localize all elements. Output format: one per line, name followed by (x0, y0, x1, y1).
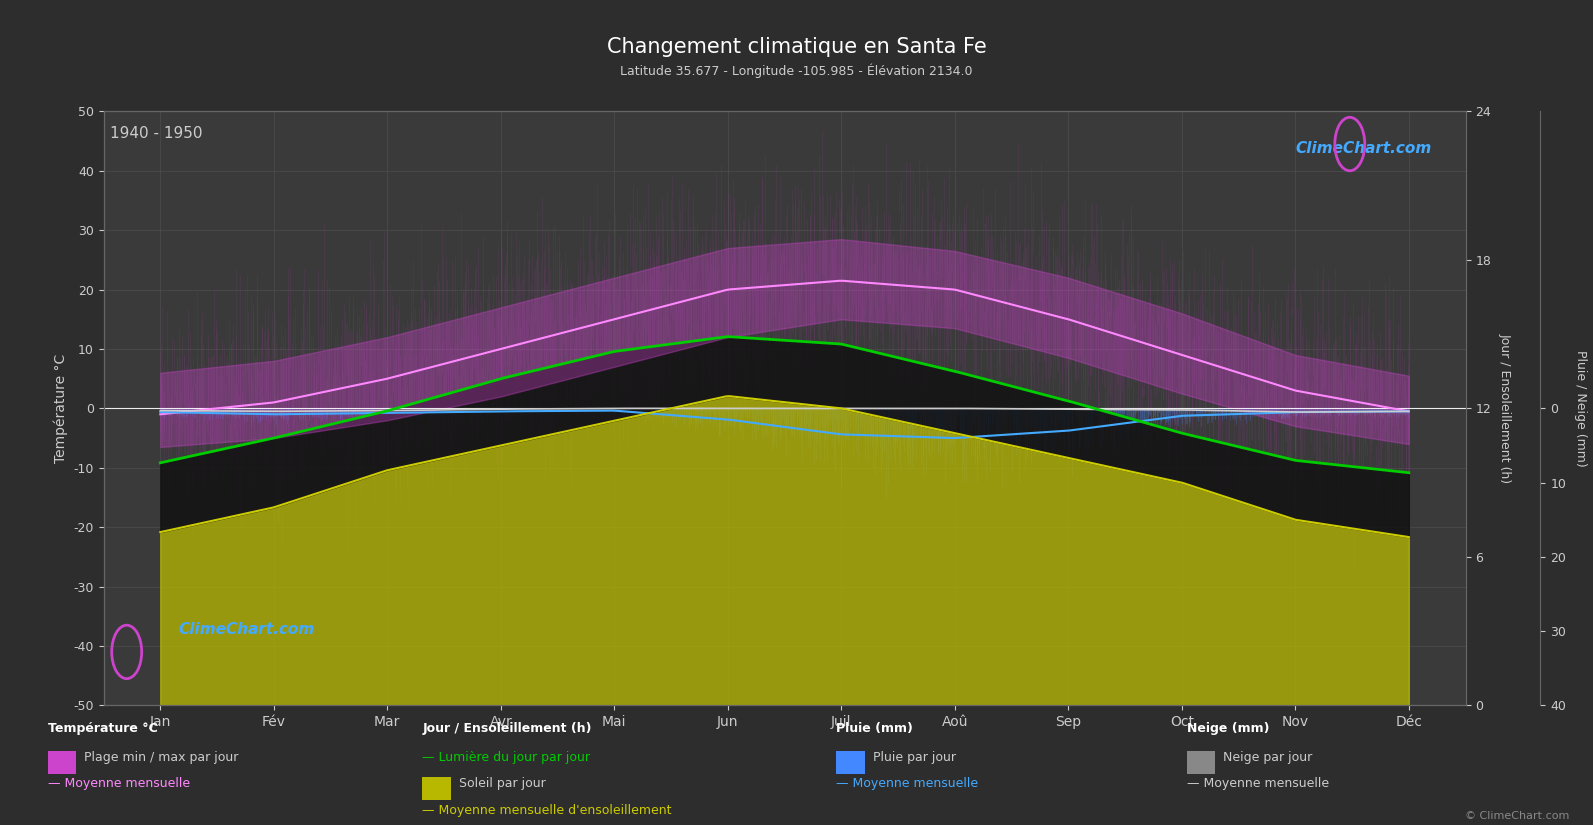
Text: Pluie par jour: Pluie par jour (873, 751, 956, 764)
Text: Plage min / max par jour: Plage min / max par jour (84, 751, 239, 764)
Text: Soleil par jour: Soleil par jour (459, 777, 545, 790)
Text: 1940 - 1950: 1940 - 1950 (110, 126, 202, 141)
Text: ClimeChart.com: ClimeChart.com (1295, 141, 1432, 156)
Text: © ClimeChart.com: © ClimeChart.com (1464, 811, 1569, 821)
Text: — Moyenne mensuelle: — Moyenne mensuelle (836, 777, 978, 790)
Text: ClimeChart.com: ClimeChart.com (178, 622, 315, 637)
Text: Neige par jour: Neige par jour (1223, 751, 1313, 764)
Text: — Moyenne mensuelle d'ensoleillement: — Moyenne mensuelle d'ensoleillement (422, 804, 672, 817)
Y-axis label: Pluie / Neige (mm): Pluie / Neige (mm) (1574, 350, 1587, 467)
Text: — Lumière du jour par jour: — Lumière du jour par jour (422, 751, 589, 764)
Text: Changement climatique en Santa Fe: Changement climatique en Santa Fe (607, 37, 986, 57)
Text: Neige (mm): Neige (mm) (1187, 722, 1270, 735)
Text: — Moyenne mensuelle: — Moyenne mensuelle (48, 777, 190, 790)
Text: Latitude 35.677 - Longitude -105.985 - Élévation 2134.0: Latitude 35.677 - Longitude -105.985 - É… (620, 64, 973, 78)
Y-axis label: Température °C: Température °C (53, 354, 68, 463)
Text: Pluie (mm): Pluie (mm) (836, 722, 913, 735)
Text: Jour / Ensoleillement (h): Jour / Ensoleillement (h) (422, 722, 591, 735)
Text: Température °C: Température °C (48, 722, 158, 735)
Text: — Moyenne mensuelle: — Moyenne mensuelle (1187, 777, 1329, 790)
Y-axis label: Jour / Ensoleillement (h): Jour / Ensoleillement (h) (1499, 333, 1512, 483)
